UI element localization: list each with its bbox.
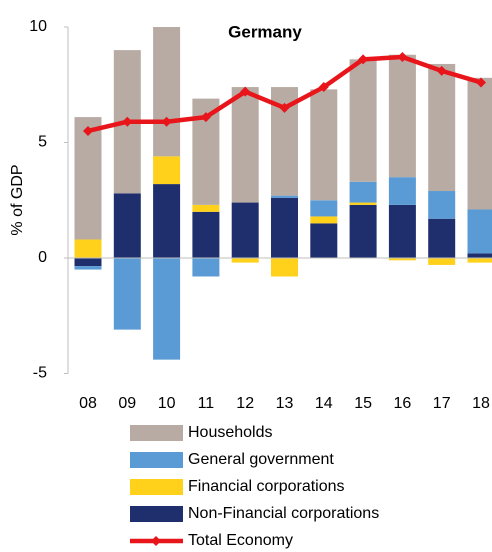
- line-marker: [83, 125, 93, 136]
- bar: [74, 239, 102, 258]
- bar: [310, 200, 338, 217]
- bar: [113, 258, 141, 330]
- x-tick-label: 08: [79, 395, 97, 412]
- x-tick-label: 13: [276, 395, 294, 412]
- bar: [428, 258, 456, 265]
- bar: [153, 184, 181, 258]
- x-tick-label: 12: [236, 395, 254, 412]
- x-tick-label: 18: [472, 395, 490, 412]
- bar: [467, 253, 492, 258]
- x-tick-label: 10: [158, 395, 176, 412]
- bar: [74, 266, 102, 270]
- line-marker: [397, 52, 408, 63]
- bar: [310, 216, 338, 224]
- bar: [271, 258, 298, 277]
- bar: [271, 195, 298, 198]
- legend-label: Financial corporations: [188, 478, 345, 495]
- legend-swatch: [130, 479, 183, 495]
- bar: [428, 191, 456, 219]
- y-tick-label: 5: [38, 134, 47, 151]
- legend-marker: [151, 536, 161, 546]
- legend-label: General government: [188, 451, 334, 468]
- x-tick-label: 14: [315, 395, 333, 412]
- bar: [192, 204, 220, 212]
- bar: [388, 204, 416, 258]
- legend-swatch: [130, 452, 183, 468]
- bar: [74, 258, 102, 267]
- bar: [349, 181, 377, 203]
- bar: [271, 197, 298, 258]
- bar: [467, 258, 492, 263]
- bar: [388, 177, 416, 205]
- line-marker: [318, 82, 329, 93]
- bar: [428, 218, 456, 258]
- bar: [192, 258, 220, 277]
- line-marker: [476, 77, 486, 88]
- line-marker: [200, 112, 211, 123]
- bar: [113, 193, 141, 258]
- chart-title: Germany: [228, 22, 302, 41]
- line-marker: [436, 65, 447, 76]
- x-tick-label: 16: [394, 395, 412, 412]
- bar: [231, 258, 259, 263]
- bar: [349, 202, 377, 205]
- bar: [467, 209, 492, 254]
- line-marker: [122, 116, 133, 127]
- legend-label: Households: [188, 424, 273, 441]
- bar: [349, 204, 377, 258]
- x-tick-label: 15: [354, 395, 372, 412]
- bar: [388, 258, 416, 261]
- y-tick-label: 0: [38, 249, 47, 266]
- bar: [153, 258, 181, 360]
- legend-swatch: [130, 425, 183, 441]
- bar: [231, 202, 259, 258]
- bar: [231, 87, 259, 203]
- bar: [349, 59, 377, 182]
- x-tick-label: 09: [118, 395, 136, 412]
- x-tick-label: 17: [433, 395, 451, 412]
- x-tick-label: 11: [198, 395, 215, 412]
- bar: [388, 54, 416, 178]
- y-tick-label: 10: [29, 18, 47, 35]
- bar: [310, 89, 338, 201]
- bar: [428, 63, 456, 192]
- line-marker: [279, 102, 290, 113]
- bar: [192, 211, 220, 258]
- legend-label: Total Economy: [188, 532, 293, 549]
- line-marker: [161, 116, 172, 127]
- bar: [153, 27, 181, 157]
- bar: [74, 117, 102, 240]
- legend-swatch: [130, 506, 183, 522]
- legend-label: Non-Financial corporations: [188, 505, 379, 522]
- bar: [153, 156, 181, 185]
- y-tick-label: -5: [33, 365, 47, 382]
- bar: [310, 223, 338, 258]
- line-marker: [240, 86, 251, 97]
- line-marker: [358, 54, 369, 65]
- bar: [467, 77, 492, 210]
- y-axis-label: % of GDP: [9, 164, 26, 235]
